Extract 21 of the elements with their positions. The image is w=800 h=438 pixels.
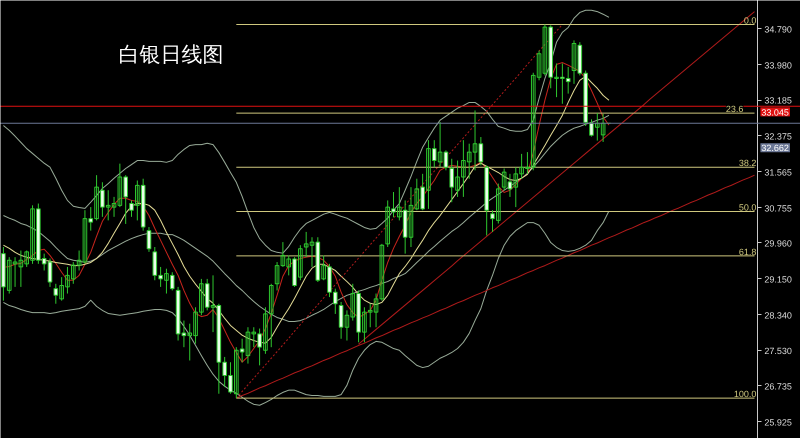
y-tick-label: 31.565: [764, 167, 792, 178]
y-tick-label: 32.375: [764, 131, 792, 142]
y-tick-label: 25.925: [764, 417, 792, 428]
y-tick-label: 29.960: [764, 238, 792, 248]
y-tick-label: 28.340: [764, 310, 792, 320]
y-tick-label: 33.185: [764, 96, 792, 106]
y-tick-label: 29.150: [764, 274, 792, 284]
series-label: 23.6: [726, 104, 744, 114]
series-label: 38.2: [738, 158, 756, 168]
series-label: 0.0: [744, 15, 756, 26]
y-tick-label: 26.735: [764, 381, 792, 392]
y-tick-label: 33.980: [764, 60, 792, 70]
y-tick-label: 30.755: [764, 203, 792, 214]
series-label: 61.8: [738, 246, 756, 257]
ref-line-label: 33.045: [761, 107, 789, 118]
series-label: 50.0: [738, 202, 756, 213]
ref-line-label: 32.662: [761, 143, 789, 154]
text: 白银日线图: [118, 42, 224, 66]
y-tick-label: 27.530: [764, 346, 792, 356]
y-tick-label: 34.790: [764, 24, 792, 34]
series-label: 100.0: [734, 389, 756, 400]
